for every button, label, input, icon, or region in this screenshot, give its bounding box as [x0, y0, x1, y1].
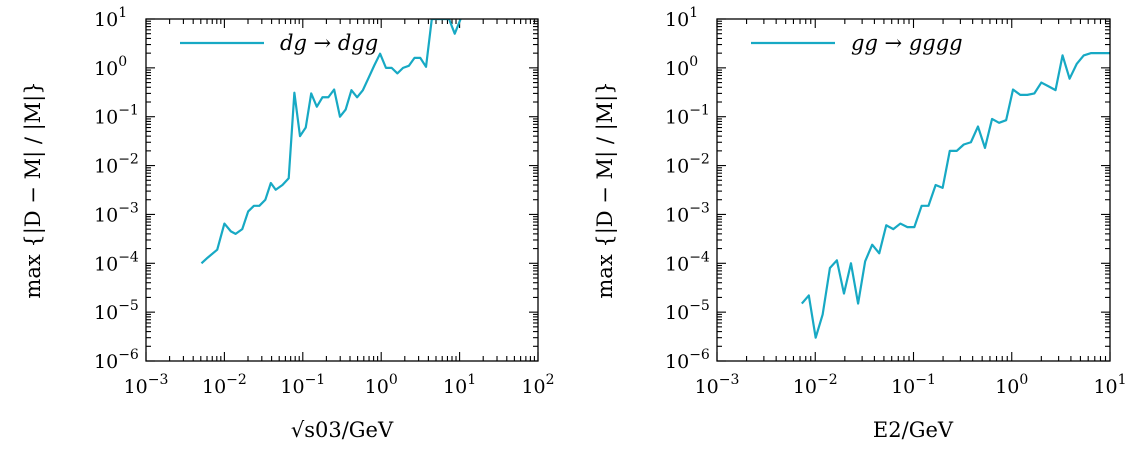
x-axis-label: √s03/GeV [291, 418, 394, 442]
x-tick-label: 10−1 [891, 372, 936, 398]
plot-frame [145, 18, 539, 362]
plot-frame [716, 18, 1111, 362]
x-tick-label: 102 [521, 372, 554, 398]
y-tick-label: 10−6 [665, 347, 710, 373]
y-tick-label: 10−2 [94, 152, 139, 178]
y-tick-label: 10−5 [665, 298, 710, 324]
y-tick-label: 10−1 [94, 103, 139, 129]
x-axis-label: E2/GeV [873, 418, 954, 442]
y-tick-label: 10−4 [665, 249, 710, 275]
y-axis-label: max {|D − M| / |M|} [21, 81, 46, 298]
x-tick-label: 100 [365, 372, 398, 398]
y-tick-label: 10−5 [94, 298, 139, 324]
x-tick-label: 100 [995, 372, 1028, 398]
series-line-0 [800, 52, 1110, 339]
y-tick-label: 10−3 [665, 200, 710, 226]
x-tick-label: 10−3 [695, 372, 740, 398]
y-axis-label: max {|D − M| / |M|} [593, 81, 618, 298]
x-tick-label: 101 [443, 372, 476, 398]
x-tick-label: 101 [1093, 372, 1126, 398]
x-tick-label: 10−2 [793, 372, 838, 398]
x-tick-label: 10−2 [202, 372, 247, 398]
y-tick-label: 10−3 [94, 200, 139, 226]
y-tick-label: 10−6 [94, 347, 139, 373]
series-line-0 [200, 19, 462, 265]
legend-label: dg → dgg [280, 31, 378, 55]
y-tick-label: 100 [665, 54, 698, 80]
y-tick-label: 10−4 [94, 249, 139, 275]
y-tick-label: 10−1 [665, 103, 710, 129]
y-tick-label: 100 [94, 54, 127, 80]
y-tick-label: 101 [94, 5, 127, 31]
y-tick-label: 101 [665, 5, 698, 31]
x-tick-label: 10−1 [280, 372, 325, 398]
x-tick-label: 10−3 [124, 372, 169, 398]
legend-label: gg → gggg [851, 31, 963, 55]
y-tick-label: 10−2 [665, 152, 710, 178]
left-chart-panel: 10−3 10−2 10−1 100 101 102 10−6 10−5 10−4 10−3 10−… [21, 5, 555, 442]
right-chart-panel: 10−3 10−2 10−1 100 101 10−6 10−5 10−4 10−3 10−2 10… [593, 5, 1127, 442]
